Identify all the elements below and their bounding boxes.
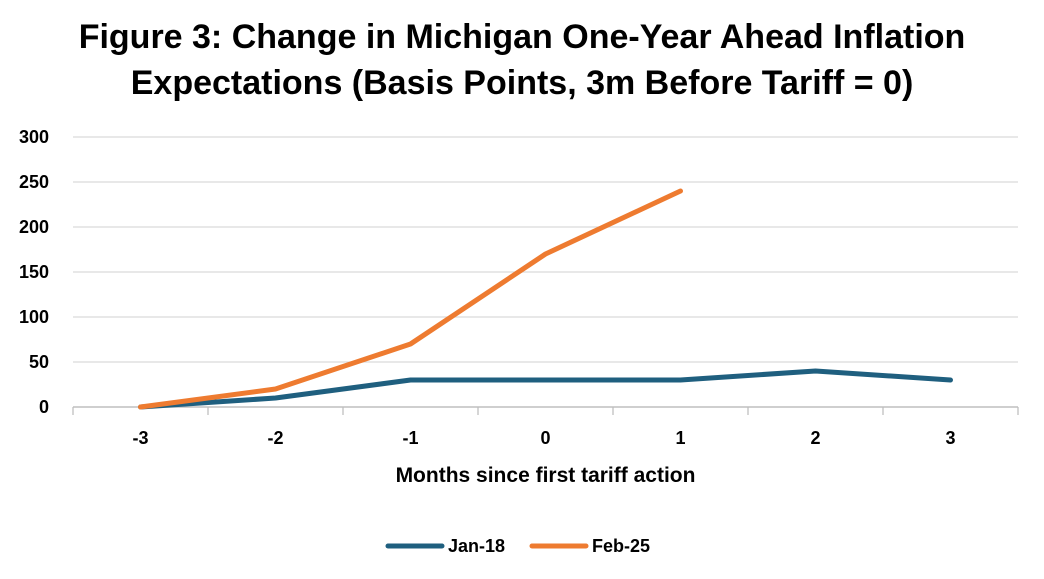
x-tick-label: 2 <box>810 428 820 448</box>
chart-title-line-1: Figure 3: Change in Michigan One-Year Ah… <box>78 18 966 56</box>
y-tick-label: 300 <box>19 127 49 147</box>
series-line-feb-25 <box>138 188 683 410</box>
legend-label-jan-18: Jan-18 <box>448 536 505 556</box>
axes: 0 50 100 150 200 250 300 -3 -2 -1 0 1 2 3 <box>19 127 1019 448</box>
y-tick-label: 50 <box>29 352 49 372</box>
x-tick-label: -1 <box>402 428 418 448</box>
y-tick-label: 150 <box>19 262 49 282</box>
y-tick-label: 200 <box>19 217 49 237</box>
x-tick-label: -3 <box>132 428 148 448</box>
x-axis-label: Months since first tariff action <box>396 464 696 487</box>
y-tick-label: 100 <box>19 307 49 327</box>
y-tick-label: 250 <box>19 172 49 192</box>
chart-title-line-2: Expectations (Basis Points, 3m Before Ta… <box>130 64 914 102</box>
legend-label-feb-25: Feb-25 <box>592 536 650 556</box>
chart-title: Figure 3: Change in Michigan One-Year Ah… <box>0 14 1044 106</box>
series-line-jan-18 <box>138 368 953 410</box>
x-tick-label: 1 <box>675 428 685 448</box>
x-tick-label: -2 <box>267 428 283 448</box>
series-lines <box>138 188 953 410</box>
x-tick-label: 0 <box>540 428 550 448</box>
legend: Jan-18 Feb-25 <box>385 536 650 556</box>
grid-lines <box>73 136 1018 363</box>
y-tick-label: 0 <box>39 397 49 417</box>
x-tick-label: 3 <box>945 428 955 448</box>
